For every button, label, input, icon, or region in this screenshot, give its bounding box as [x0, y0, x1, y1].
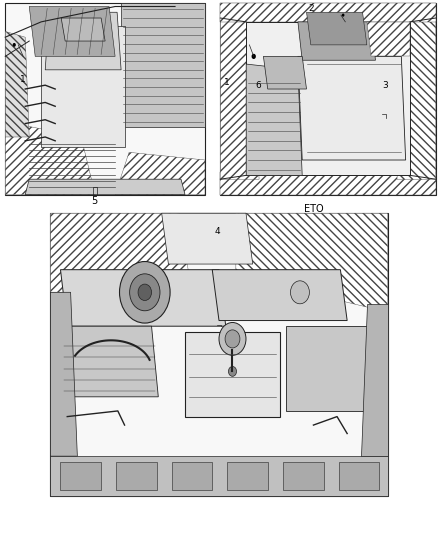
Polygon shape — [116, 462, 157, 490]
Polygon shape — [61, 18, 105, 41]
Polygon shape — [227, 462, 268, 490]
Polygon shape — [162, 213, 253, 264]
Polygon shape — [172, 462, 212, 490]
Polygon shape — [50, 213, 388, 496]
Text: 4: 4 — [215, 228, 220, 236]
Text: 1: 1 — [224, 78, 230, 87]
Polygon shape — [397, 18, 436, 179]
Polygon shape — [360, 304, 388, 456]
Polygon shape — [236, 213, 388, 312]
Polygon shape — [220, 3, 436, 195]
Polygon shape — [5, 31, 29, 137]
Polygon shape — [283, 462, 324, 490]
Circle shape — [13, 43, 16, 47]
Polygon shape — [339, 462, 379, 490]
Polygon shape — [29, 6, 115, 56]
Circle shape — [342, 13, 344, 17]
Text: ETO: ETO — [304, 204, 323, 214]
Polygon shape — [220, 172, 436, 195]
Polygon shape — [212, 270, 347, 320]
Polygon shape — [121, 3, 205, 127]
Text: 5: 5 — [91, 197, 97, 206]
Circle shape — [130, 274, 160, 311]
Polygon shape — [41, 26, 125, 147]
Polygon shape — [185, 332, 280, 417]
Polygon shape — [298, 22, 375, 60]
Polygon shape — [298, 56, 406, 160]
Circle shape — [229, 367, 237, 376]
Polygon shape — [45, 12, 121, 70]
Polygon shape — [263, 56, 307, 89]
Text: 2: 2 — [308, 4, 314, 13]
Polygon shape — [57, 326, 158, 397]
Polygon shape — [50, 213, 192, 292]
Polygon shape — [246, 22, 410, 175]
Polygon shape — [220, 3, 436, 22]
Polygon shape — [60, 270, 226, 326]
Polygon shape — [50, 292, 78, 456]
Polygon shape — [286, 326, 378, 411]
Circle shape — [120, 262, 170, 323]
Circle shape — [290, 281, 309, 304]
Polygon shape — [60, 462, 101, 490]
Circle shape — [138, 284, 152, 301]
Polygon shape — [367, 22, 410, 56]
Polygon shape — [220, 18, 259, 179]
Circle shape — [225, 330, 240, 348]
Polygon shape — [50, 456, 388, 496]
Text: 3: 3 — [382, 81, 389, 90]
Circle shape — [251, 54, 256, 59]
Polygon shape — [115, 152, 205, 195]
Polygon shape — [25, 179, 185, 195]
Polygon shape — [246, 64, 302, 175]
Polygon shape — [5, 122, 95, 195]
Text: 6: 6 — [255, 81, 261, 90]
Polygon shape — [307, 12, 367, 45]
Polygon shape — [5, 3, 205, 195]
Text: 1: 1 — [20, 76, 26, 84]
Circle shape — [219, 322, 246, 356]
